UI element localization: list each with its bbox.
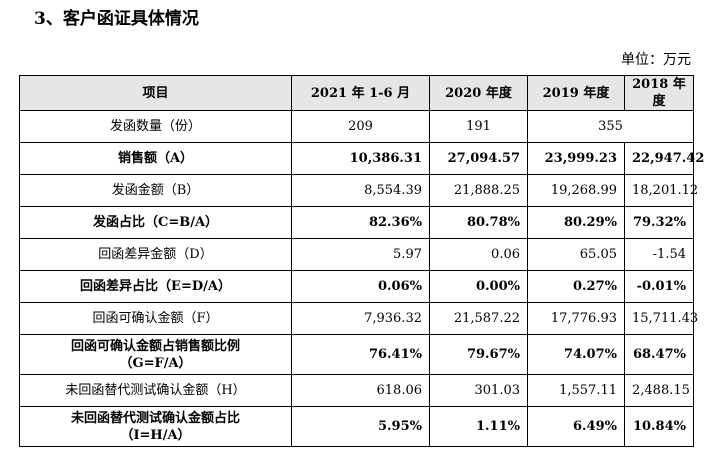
cell-value: 0.06 xyxy=(429,238,528,271)
row-label-line1: 回函可确认金额占销售额比例 xyxy=(70,338,240,354)
cell-value: 65.05 xyxy=(527,238,625,271)
row-label: 销售额（A） xyxy=(19,142,292,175)
row-label: 回函可确认金额（F） xyxy=(19,302,292,335)
table-row: 发函占比（C=B/A） 82.36% 80.78% 80.29% 79.32% xyxy=(19,206,694,239)
header-2020: 2020 年度 xyxy=(429,75,528,111)
row-label-line2: （I=H/A） xyxy=(120,427,191,443)
table-row: 发函金额（B） 8,554.39 21,888.25 19,268.99 18,… xyxy=(19,174,698,207)
cell-value: 0.27% xyxy=(527,270,625,303)
table-row: 回函可确认金额（F） 7,936.32 21,587.22 17,776.93 … xyxy=(19,302,698,335)
cell-value: 27,094.57 xyxy=(429,142,528,175)
cell-value: 80.29% xyxy=(527,206,625,239)
cell-value: 191 xyxy=(429,110,528,143)
unit-label: 单位：万元 xyxy=(621,52,691,68)
cell-value: 2,488.15 xyxy=(624,374,694,407)
table-row: 未回函替代测试确认金额占比 （I=H/A） 5.95% 1.11% 6.49% … xyxy=(19,406,694,447)
table-row: 销售额（A） 10,386.31 27,094.57 23,999.23 22,… xyxy=(19,142,704,175)
header-2019: 2019 年度 xyxy=(527,75,625,111)
cell-value: -0.01% xyxy=(624,270,694,303)
cell-value: 1.11% xyxy=(429,406,528,447)
row-label: 回函可确认金额占销售额比例 （G=F/A） xyxy=(19,334,292,375)
row-label: 未回函替代测试确认金额占比 （I=H/A） xyxy=(19,406,292,447)
cell-value: 17,776.93 xyxy=(527,302,625,335)
cell-value-merged: 355 xyxy=(527,110,694,143)
row-label: 发函金额（B） xyxy=(19,174,292,207)
row-label: 发函占比（C=B/A） xyxy=(19,206,292,239)
cell-value: 74.07% xyxy=(527,334,625,375)
cell-value: 79.32% xyxy=(624,206,694,239)
cell-value: 10,386.31 xyxy=(291,142,430,175)
table-row: 回函可确认金额占销售额比例 （G=F/A） 76.41% 79.67% 74.0… xyxy=(19,334,694,375)
cell-value: 80.78% xyxy=(429,206,528,239)
cell-value: 1,557.11 xyxy=(527,374,625,407)
table-row: 发函数量（份） 209 191 355 xyxy=(19,110,694,143)
cell-value: 0.00% xyxy=(429,270,528,303)
row-label-line1: 未回函替代测试确认金额占比 xyxy=(70,410,240,426)
cell-value: 301.03 xyxy=(429,374,528,407)
cell-value: 21,587.22 xyxy=(429,302,528,335)
header-2018: 2018 年度 xyxy=(624,75,694,111)
section-heading: 3、客户函证具体情况 xyxy=(34,9,199,29)
row-label: 回函差异占比（E=D/A） xyxy=(19,270,292,303)
cell-value: 22,947.42 xyxy=(624,142,704,175)
row-label: 回函差异金额（D） xyxy=(19,238,292,271)
cell-value: 82.36% xyxy=(291,206,430,239)
table-header-row: 项目 2021 年 1-6 月 2020 年度 2019 年度 2018 年度 xyxy=(19,75,694,111)
table-row: 回函差异占比（E=D/A） 0.06% 0.00% 0.27% -0.01% xyxy=(19,270,694,303)
cell-value: 209 xyxy=(291,110,430,143)
cell-value: 18,201.12 xyxy=(624,174,698,207)
row-label: 发函数量（份） xyxy=(19,110,292,143)
table-row: 未回函替代测试确认金额（H） 618.06 301.03 1,557.11 2,… xyxy=(19,374,694,407)
cell-value: 79.67% xyxy=(429,334,528,375)
client-confirmation-table: 项目 2021 年 1-6 月 2020 年度 2019 年度 2018 年度 … xyxy=(19,75,704,447)
cell-value: -1.54 xyxy=(624,238,694,271)
cell-value: 15,711.43 xyxy=(624,302,698,335)
cell-value: 21,888.25 xyxy=(429,174,528,207)
cell-value: 7,936.32 xyxy=(291,302,430,335)
header-2021h1: 2021 年 1-6 月 xyxy=(291,75,430,111)
cell-value: 68.47% xyxy=(624,334,694,375)
cell-value: 10.84% xyxy=(624,406,694,447)
cell-value: 618.06 xyxy=(291,374,430,407)
cell-value: 23,999.23 xyxy=(527,142,625,175)
header-item: 项目 xyxy=(19,75,292,111)
row-label-line2: （G=F/A） xyxy=(119,355,192,371)
cell-value: 19,268.99 xyxy=(527,174,625,207)
cell-value: 6.49% xyxy=(527,406,625,447)
cell-value: 5.97 xyxy=(291,238,430,271)
cell-value: 8,554.39 xyxy=(291,174,430,207)
row-label: 未回函替代测试确认金额（H） xyxy=(19,374,292,407)
cell-value: 5.95% xyxy=(291,406,430,447)
cell-value: 76.41% xyxy=(291,334,430,375)
cell-value: 0.06% xyxy=(291,270,430,303)
table-row: 回函差异金额（D） 5.97 0.06 65.05 -1.54 xyxy=(19,238,694,271)
